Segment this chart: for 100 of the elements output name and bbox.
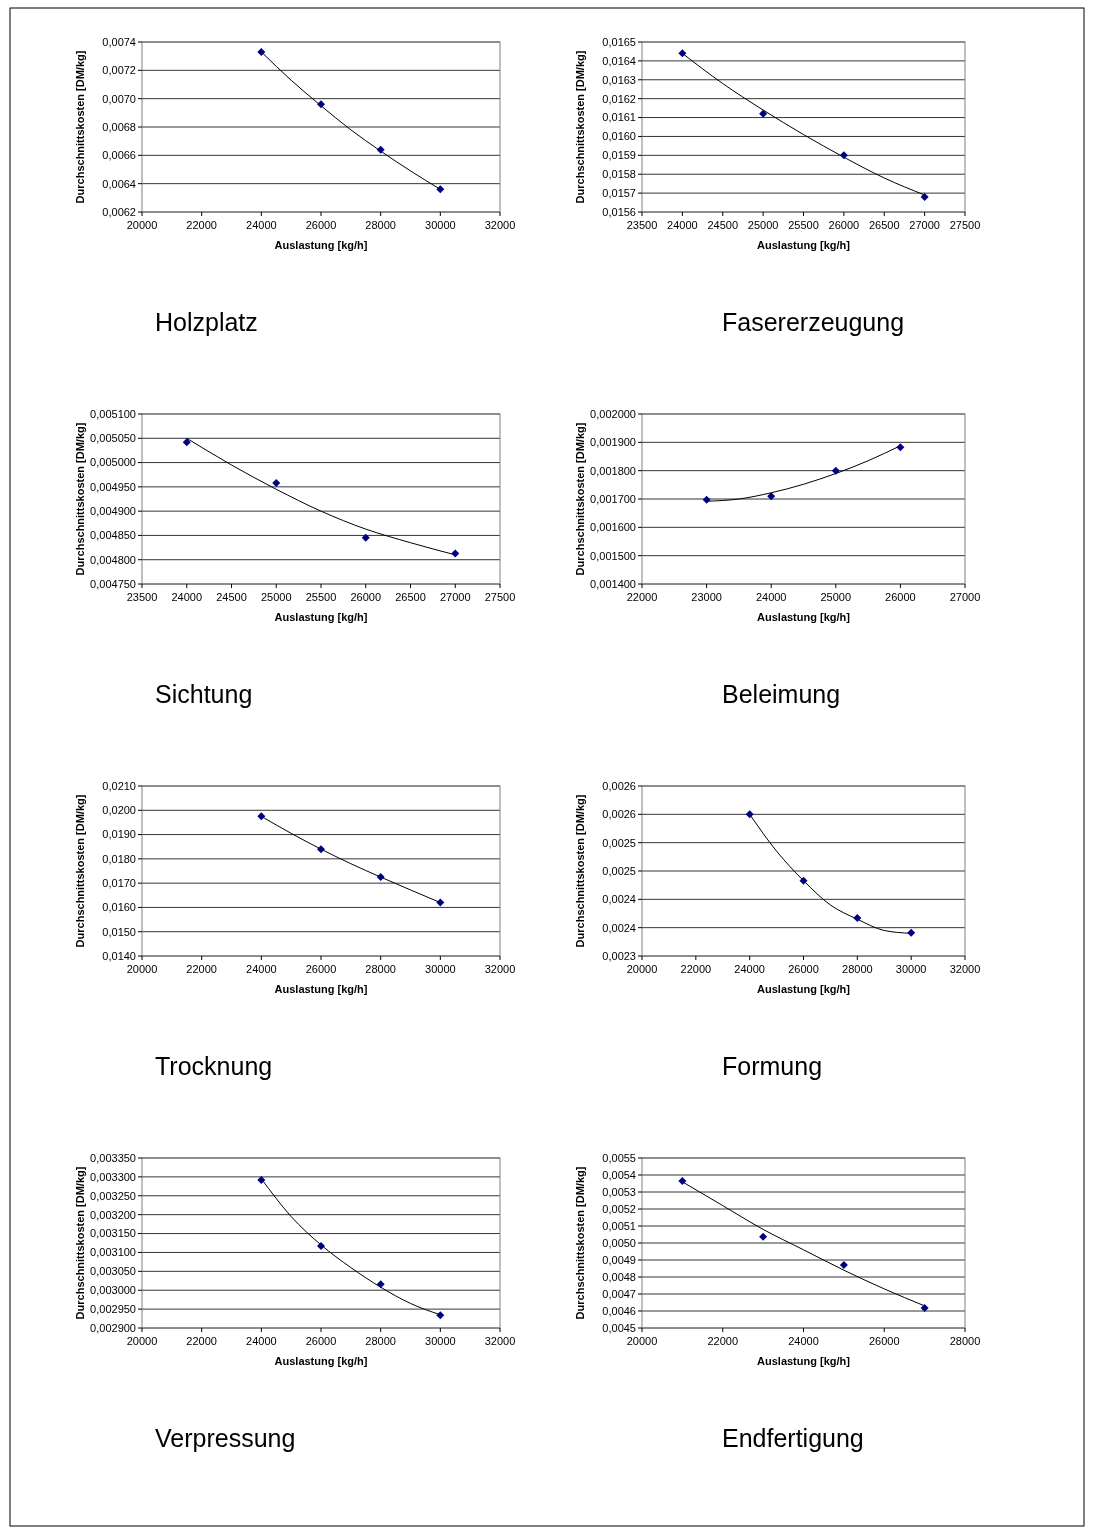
point: [839, 1261, 848, 1270]
x-axis-title: Auslastung [kg/h]: [757, 983, 851, 995]
x-tick-label: 32000: [484, 219, 516, 231]
y-tick-label: 0,003350: [90, 1151, 136, 1164]
point: [920, 192, 929, 201]
y-tick-label: 0,0165: [602, 35, 636, 48]
y-tick-label: 0,004750: [90, 577, 136, 590]
point: [767, 492, 776, 501]
x-tick-label: 26000: [350, 591, 382, 603]
x-tick-label: 27500: [949, 219, 981, 231]
text: Formung: [722, 1052, 823, 1080]
y-tick-label: 0,004800: [90, 553, 136, 566]
point: [436, 1311, 445, 1320]
y-tick-label: 0,0050: [602, 1236, 636, 1249]
point: [436, 185, 445, 194]
point: [317, 100, 325, 109]
x-tick-label: 32000: [484, 963, 516, 975]
x-tick-label: 20000: [126, 219, 158, 231]
y-tick-label: 0,003050: [90, 1265, 136, 1278]
x-tick-label: 23500: [126, 591, 158, 603]
y-tick-label: 0,0048: [602, 1270, 636, 1283]
y-axis-title: Durchschnittskosten [DM/kg]: [74, 1166, 86, 1320]
x-tick-label: 30000: [425, 219, 456, 231]
point: [920, 1304, 929, 1313]
x-tick-label: 24000: [246, 963, 277, 975]
point: [799, 876, 808, 885]
point: [745, 810, 754, 819]
y-tick-label: 0,0070: [102, 92, 136, 105]
y-tick-label: 0,002000: [590, 407, 636, 420]
y-axis-title: Durchschnittskosten [DM/kg]: [74, 50, 86, 204]
y-tick-label: 0,0023: [602, 949, 636, 962]
y-axis-title: Durchschnittskosten [DM/kg]: [74, 422, 86, 576]
x-tick-label: 24000: [788, 1335, 819, 1347]
x-tick-label: 25000: [747, 219, 779, 231]
point: [678, 1176, 687, 1185]
x-tick-label: 24000: [246, 219, 277, 231]
x-tick-label: 26500: [395, 591, 426, 603]
x-tick-label: 22000: [186, 1335, 217, 1347]
x-tick-label: 28000: [842, 963, 873, 975]
y-tick-label: 0,003150: [90, 1227, 136, 1240]
y-tick-label: 0,0051: [602, 1219, 636, 1232]
point: [907, 928, 916, 937]
x-tick-label: 28000: [949, 1335, 981, 1347]
point: [257, 812, 266, 821]
y-tick-label: 0,003300: [90, 1170, 136, 1183]
y-tick-label: 0,0180: [102, 852, 136, 865]
x-tick-label: 20000: [126, 1335, 158, 1347]
x-axis-title: Auslastung [kg/h]: [274, 1355, 368, 1367]
y-tick-label: 0,002900: [90, 1321, 136, 1334]
y-tick-label: 0,0072: [102, 64, 136, 77]
point: [257, 47, 266, 56]
point: [376, 873, 385, 882]
x-tick-label: 28000: [365, 963, 396, 975]
x-tick-label: 26000: [828, 219, 860, 231]
y-tick-label: 0,0150: [102, 925, 136, 938]
x-tick-label: 24000: [667, 219, 698, 231]
y-tick-label: 0,0052: [602, 1202, 636, 1215]
y-tick-label: 0,0200: [102, 804, 136, 817]
y-tick-label: 0,0160: [102, 901, 136, 914]
x-tick-label: 27500: [484, 591, 516, 603]
y-tick-label: 0,001900: [590, 436, 636, 449]
point: [896, 443, 905, 452]
x-axis-title: Auslastung [kg/h]: [274, 239, 368, 251]
point: [831, 466, 840, 475]
y-tick-label: 0,001600: [590, 521, 636, 534]
x-tick-label: 26500: [868, 219, 900, 231]
text: Verpressung: [155, 1424, 296, 1452]
x-tick-label: 27000: [949, 591, 981, 603]
y-tick-label: 0,001700: [590, 492, 636, 505]
x-tick-label: 22000: [626, 591, 658, 603]
y-tick-label: 0,0025: [602, 836, 636, 849]
point: [853, 914, 862, 923]
y-tick-label: 0,0054: [602, 1168, 636, 1181]
x-axis-title: Auslastung [kg/h]: [274, 611, 368, 623]
point: [759, 1232, 768, 1241]
y-tick-label: 0,0160: [602, 130, 636, 143]
x-tick-label: 23000: [691, 591, 722, 603]
x-axis-title: Auslastung [kg/h]: [757, 611, 851, 623]
y-tick-label: 0,0068: [102, 120, 136, 133]
x-axis-title: Auslastung [kg/h]: [757, 239, 851, 251]
x-tick-label: 20000: [626, 1335, 658, 1347]
y-tick-label: 0,0190: [102, 828, 136, 841]
y-tick-label: 0,0156: [602, 205, 636, 218]
point: [361, 533, 370, 542]
y-tick-label: 0,0055: [602, 1151, 636, 1164]
y-tick-label: 0,0053: [602, 1185, 636, 1198]
y-tick-label: 0,0162: [602, 92, 636, 105]
x-tick-label: 26000: [788, 963, 819, 975]
x-tick-label: 30000: [425, 963, 456, 975]
x-tick-label: 26000: [305, 219, 337, 231]
y-tick-label: 0,005100: [90, 407, 136, 420]
x-tick-label: 30000: [425, 1335, 456, 1347]
y-axis-title: Durchschnittskosten [DM/kg]: [574, 422, 586, 576]
point: [317, 1242, 325, 1251]
y-tick-label: 0,001500: [590, 549, 636, 562]
x-tick-label: 22000: [707, 1335, 739, 1347]
x-tick-label: 25000: [260, 591, 292, 603]
x-tick-label: 25000: [820, 591, 852, 603]
y-tick-label: 0,004850: [90, 529, 136, 542]
x-tick-label: 24500: [707, 219, 739, 231]
